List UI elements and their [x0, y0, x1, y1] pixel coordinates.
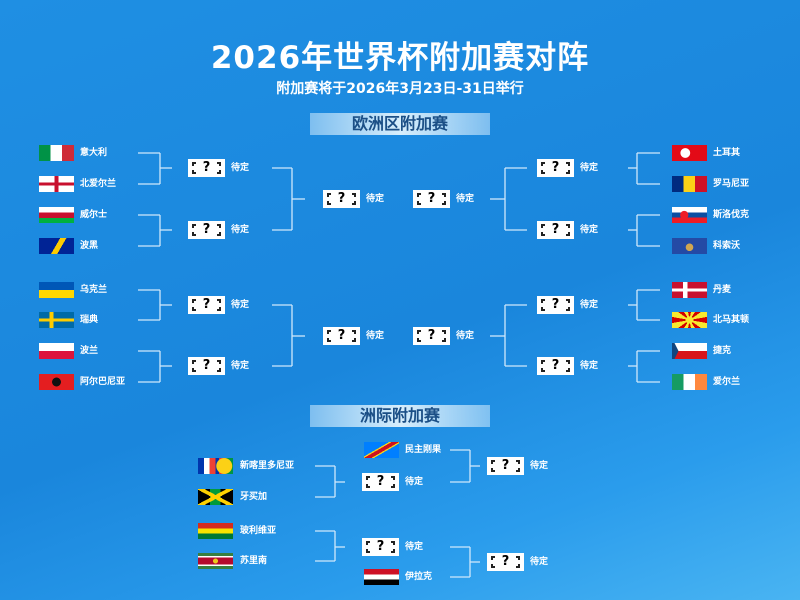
pending-label: 待定	[231, 361, 250, 371]
ireland-flag-icon	[672, 374, 707, 390]
pending-label: 待定	[456, 331, 475, 341]
team-name: 爱尔兰	[713, 377, 741, 387]
north-macedonia-flag-icon	[672, 312, 707, 328]
pending-placeholder: ?	[537, 159, 574, 177]
pending-label: 待定	[231, 225, 250, 235]
europe-section-label: 欧洲区附加赛	[310, 113, 490, 135]
kosovo-flag-icon	[672, 238, 707, 254]
albania-flag-icon	[39, 374, 74, 390]
team-name: 威尔士	[80, 210, 108, 220]
poland-flag-icon	[39, 343, 74, 359]
czechia-flag-icon	[672, 343, 707, 359]
team-name: 北马其顿	[713, 315, 750, 325]
pending-label: 待定	[530, 461, 549, 471]
team-name: 斯洛伐克	[713, 210, 750, 220]
new-caledonia-flag-icon	[198, 458, 233, 474]
pending-placeholder: ?	[487, 457, 524, 475]
pending-placeholder: ?	[188, 159, 225, 177]
team-name: 罗马尼亚	[713, 179, 750, 189]
team-name: 波兰	[80, 346, 99, 356]
pending-label: 待定	[231, 163, 250, 173]
pending-placeholder: ?	[537, 296, 574, 314]
ukraine-flag-icon	[39, 282, 74, 298]
slovakia-flag-icon	[672, 207, 707, 223]
pending-label: 待定	[580, 225, 599, 235]
iraq-flag-icon	[364, 569, 399, 585]
pending-label: 待定	[580, 163, 599, 173]
team-name: 阿尔巴尼亚	[80, 377, 126, 387]
team-name: 北爱尔兰	[80, 179, 117, 189]
pending-label: 待定	[530, 557, 549, 567]
pending-placeholder: ?	[323, 190, 360, 208]
team-name: 牙买加	[240, 492, 268, 502]
team-name: 玻利维亚	[240, 526, 277, 536]
italy-flag-icon	[39, 145, 74, 161]
team-name: 捷克	[713, 346, 732, 356]
sweden-flag-icon	[39, 312, 74, 328]
team-name: 土耳其	[713, 148, 741, 158]
pending-placeholder: ?	[537, 357, 574, 375]
romania-flag-icon	[672, 176, 707, 192]
team-name: 民主刚果	[405, 445, 442, 455]
pending-label: 待定	[405, 477, 424, 487]
northern-ireland-flag-icon	[39, 176, 74, 192]
pending-placeholder: ?	[188, 296, 225, 314]
bolivia-flag-icon	[198, 523, 233, 539]
pending-placeholder: ?	[188, 357, 225, 375]
pending-label: 待定	[231, 300, 250, 310]
pending-label: 待定	[405, 542, 424, 552]
team-name: 瑞典	[80, 315, 99, 325]
intercontinental-section-label: 洲际附加赛	[310, 405, 490, 427]
team-name: 科索沃	[713, 241, 741, 251]
pending-label: 待定	[366, 331, 385, 341]
pending-label: 待定	[366, 194, 385, 204]
jamaica-flag-icon	[198, 489, 233, 505]
pending-placeholder: ?	[188, 221, 225, 239]
pending-placeholder: ?	[537, 221, 574, 239]
team-name: 丹麦	[713, 285, 732, 295]
pending-placeholder: ?	[362, 538, 399, 556]
pending-placeholder: ?	[487, 553, 524, 571]
suriname-flag-icon	[198, 553, 233, 569]
wales-flag-icon	[39, 207, 74, 223]
denmark-flag-icon	[672, 282, 707, 298]
dr-congo-flag-icon	[364, 442, 399, 458]
team-name: 乌克兰	[80, 285, 108, 295]
team-name: 新喀里多尼亚	[240, 461, 295, 471]
page-subtitle: 附加赛将于2026年3月23日-31日举行	[276, 81, 524, 97]
team-name: 苏里南	[240, 556, 268, 566]
bosnia-flag-icon	[39, 238, 74, 254]
pending-placeholder: ?	[413, 327, 450, 345]
pending-label: 待定	[456, 194, 475, 204]
pending-placeholder: ?	[413, 190, 450, 208]
pending-placeholder: ?	[323, 327, 360, 345]
team-name: 伊拉克	[405, 572, 433, 582]
pending-label: 待定	[580, 300, 599, 310]
pending-placeholder: ?	[362, 473, 399, 491]
page-title: 2026年世界杯附加赛对阵	[210, 40, 590, 76]
team-name: 意大利	[80, 148, 108, 158]
team-name: 波黑	[80, 241, 99, 251]
turkey-flag-icon	[672, 145, 707, 161]
pending-label: 待定	[580, 361, 599, 371]
